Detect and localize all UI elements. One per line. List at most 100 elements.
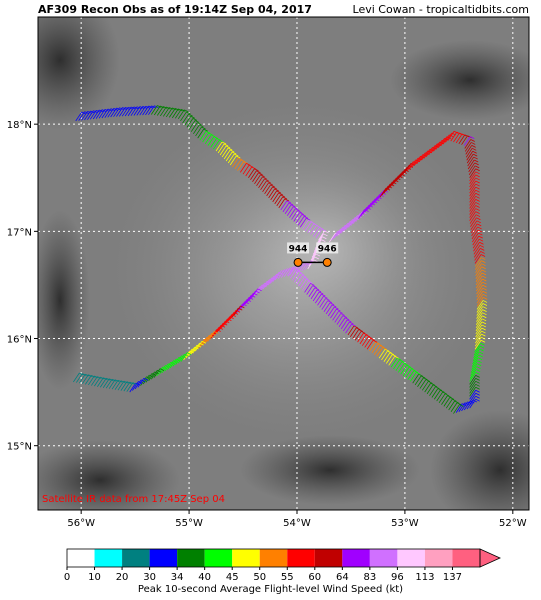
wind-barb (435, 139, 443, 150)
wind-barb-flag (360, 330, 366, 334)
wind-barb (343, 321, 350, 332)
wind-barb (310, 225, 317, 235)
wind-barb-flag (109, 378, 114, 382)
wind-barb (289, 269, 297, 279)
wind-barb (280, 200, 288, 211)
wind-barb-flag (296, 268, 301, 272)
wind-barb-flag (353, 325, 359, 329)
wind-barb (476, 287, 484, 298)
wind-barb (469, 183, 476, 194)
wind-barb-flag (482, 287, 487, 291)
track-segment (433, 389, 464, 414)
wind-barb-flag (100, 376, 105, 380)
wind-barb (186, 118, 194, 128)
wind-barb-flag (135, 382, 140, 386)
wind-barb-flag (194, 346, 199, 350)
wind-barb-flag (478, 354, 483, 358)
wind-barb (312, 227, 320, 237)
wind-barb (445, 132, 453, 143)
wind-barb-flag (482, 293, 488, 297)
wind-barb (99, 378, 107, 388)
satellite-background (38, 17, 529, 510)
wind-barb-flag (227, 318, 232, 322)
wind-barb-flag (276, 190, 281, 194)
wind-barb-flag (316, 289, 322, 293)
wind-barb-flag (456, 402, 462, 406)
wind-barb-flag (476, 217, 481, 221)
pressure-label: 944 (289, 244, 308, 254)
wind-barb (295, 275, 303, 285)
wind-barb (474, 342, 481, 353)
lat-label: 15°N (7, 442, 32, 453)
wind-barb-flag (169, 107, 174, 110)
track-segment (469, 211, 485, 261)
wind-barb (476, 294, 484, 304)
wind-barb (252, 172, 259, 183)
wind-barb-flag (286, 200, 291, 204)
wind-barb-flag (235, 309, 241, 313)
track-segment (304, 283, 335, 312)
wind-barb-flag (288, 202, 294, 206)
wind-barb-flag (477, 360, 482, 364)
wind-barb-flag (302, 274, 307, 278)
wind-barb-flag (203, 128, 208, 132)
wind-barb (351, 215, 358, 225)
wind-barb (334, 313, 342, 323)
wind-barb-flag (475, 372, 480, 375)
track-segment (215, 141, 241, 166)
wind-barb-flag (236, 155, 241, 159)
track-segment (255, 270, 286, 295)
wind-barb-flag (461, 133, 467, 137)
wind-barb (450, 131, 458, 142)
wind-barb (412, 373, 420, 384)
wind-barb (304, 221, 312, 232)
wind-barb-flag (287, 268, 292, 271)
wind-barb-flag (476, 363, 482, 366)
wind-barb (470, 217, 477, 227)
wind-barb-flag (129, 381, 135, 385)
wind-barb (366, 340, 374, 350)
wind-barb (476, 281, 483, 292)
track-segment (150, 105, 186, 119)
wind-barb (195, 126, 202, 137)
wind-barb (295, 214, 303, 224)
wind-barb-flag (79, 372, 84, 376)
wind-barb-flag (324, 230, 329, 234)
wind-barb-flag (349, 321, 354, 325)
wind-barb-flag (475, 377, 480, 381)
wind-barb (476, 312, 483, 322)
wind-barb-flag (322, 236, 327, 240)
wind-barb-flag (293, 206, 298, 210)
wind-barb (469, 208, 476, 218)
wind-barb-flag (132, 382, 137, 385)
wind-barb (92, 109, 100, 120)
wind-barb (443, 397, 451, 407)
wind-barb-flag (229, 149, 235, 153)
wind-barb-flag (482, 309, 487, 312)
wind-barb-flag (456, 131, 461, 135)
colorbar-swatch (177, 549, 205, 567)
track-segment (287, 266, 313, 291)
wind-barb-flag (190, 115, 195, 119)
colorbar-tick-label: 55 (281, 572, 294, 583)
wind-barb-flag (225, 320, 230, 324)
wind-barb (225, 151, 233, 162)
wind-barb (248, 168, 255, 178)
wind-barb-flag (461, 403, 467, 407)
wind-barb (359, 334, 367, 345)
wind-barb-flag (347, 319, 352, 323)
wind-barb-flag (256, 170, 261, 174)
wind-barb (455, 133, 463, 144)
wind-barb-flag (442, 391, 447, 395)
wind-barb-flag (472, 147, 477, 151)
wind-barb (421, 150, 429, 161)
wind-barb (306, 285, 314, 295)
wind-barb (475, 333, 482, 344)
wind-barb (317, 296, 324, 306)
wind-barb-flag (479, 345, 485, 349)
wind-barb (309, 253, 317, 264)
wind-barb (330, 308, 337, 319)
wind-barb-flag (201, 126, 206, 130)
wind-barb (327, 306, 335, 317)
wind-barb-flag (338, 310, 343, 314)
